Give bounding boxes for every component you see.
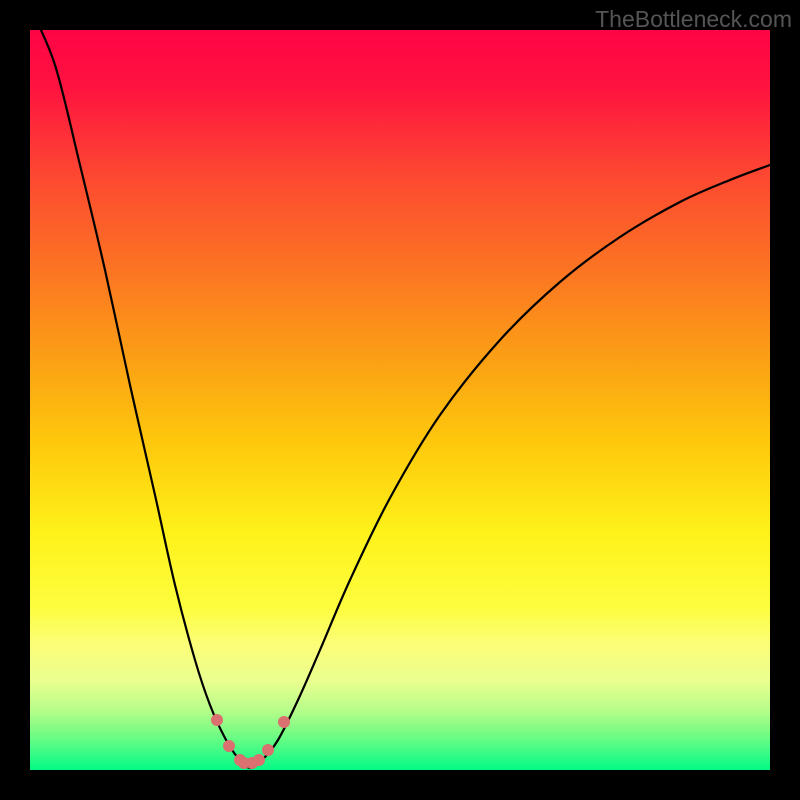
watermark-text: TheBottleneck.com bbox=[595, 6, 792, 33]
chart-container: TheBottleneck.com bbox=[0, 0, 800, 800]
chart-svg bbox=[0, 0, 800, 800]
